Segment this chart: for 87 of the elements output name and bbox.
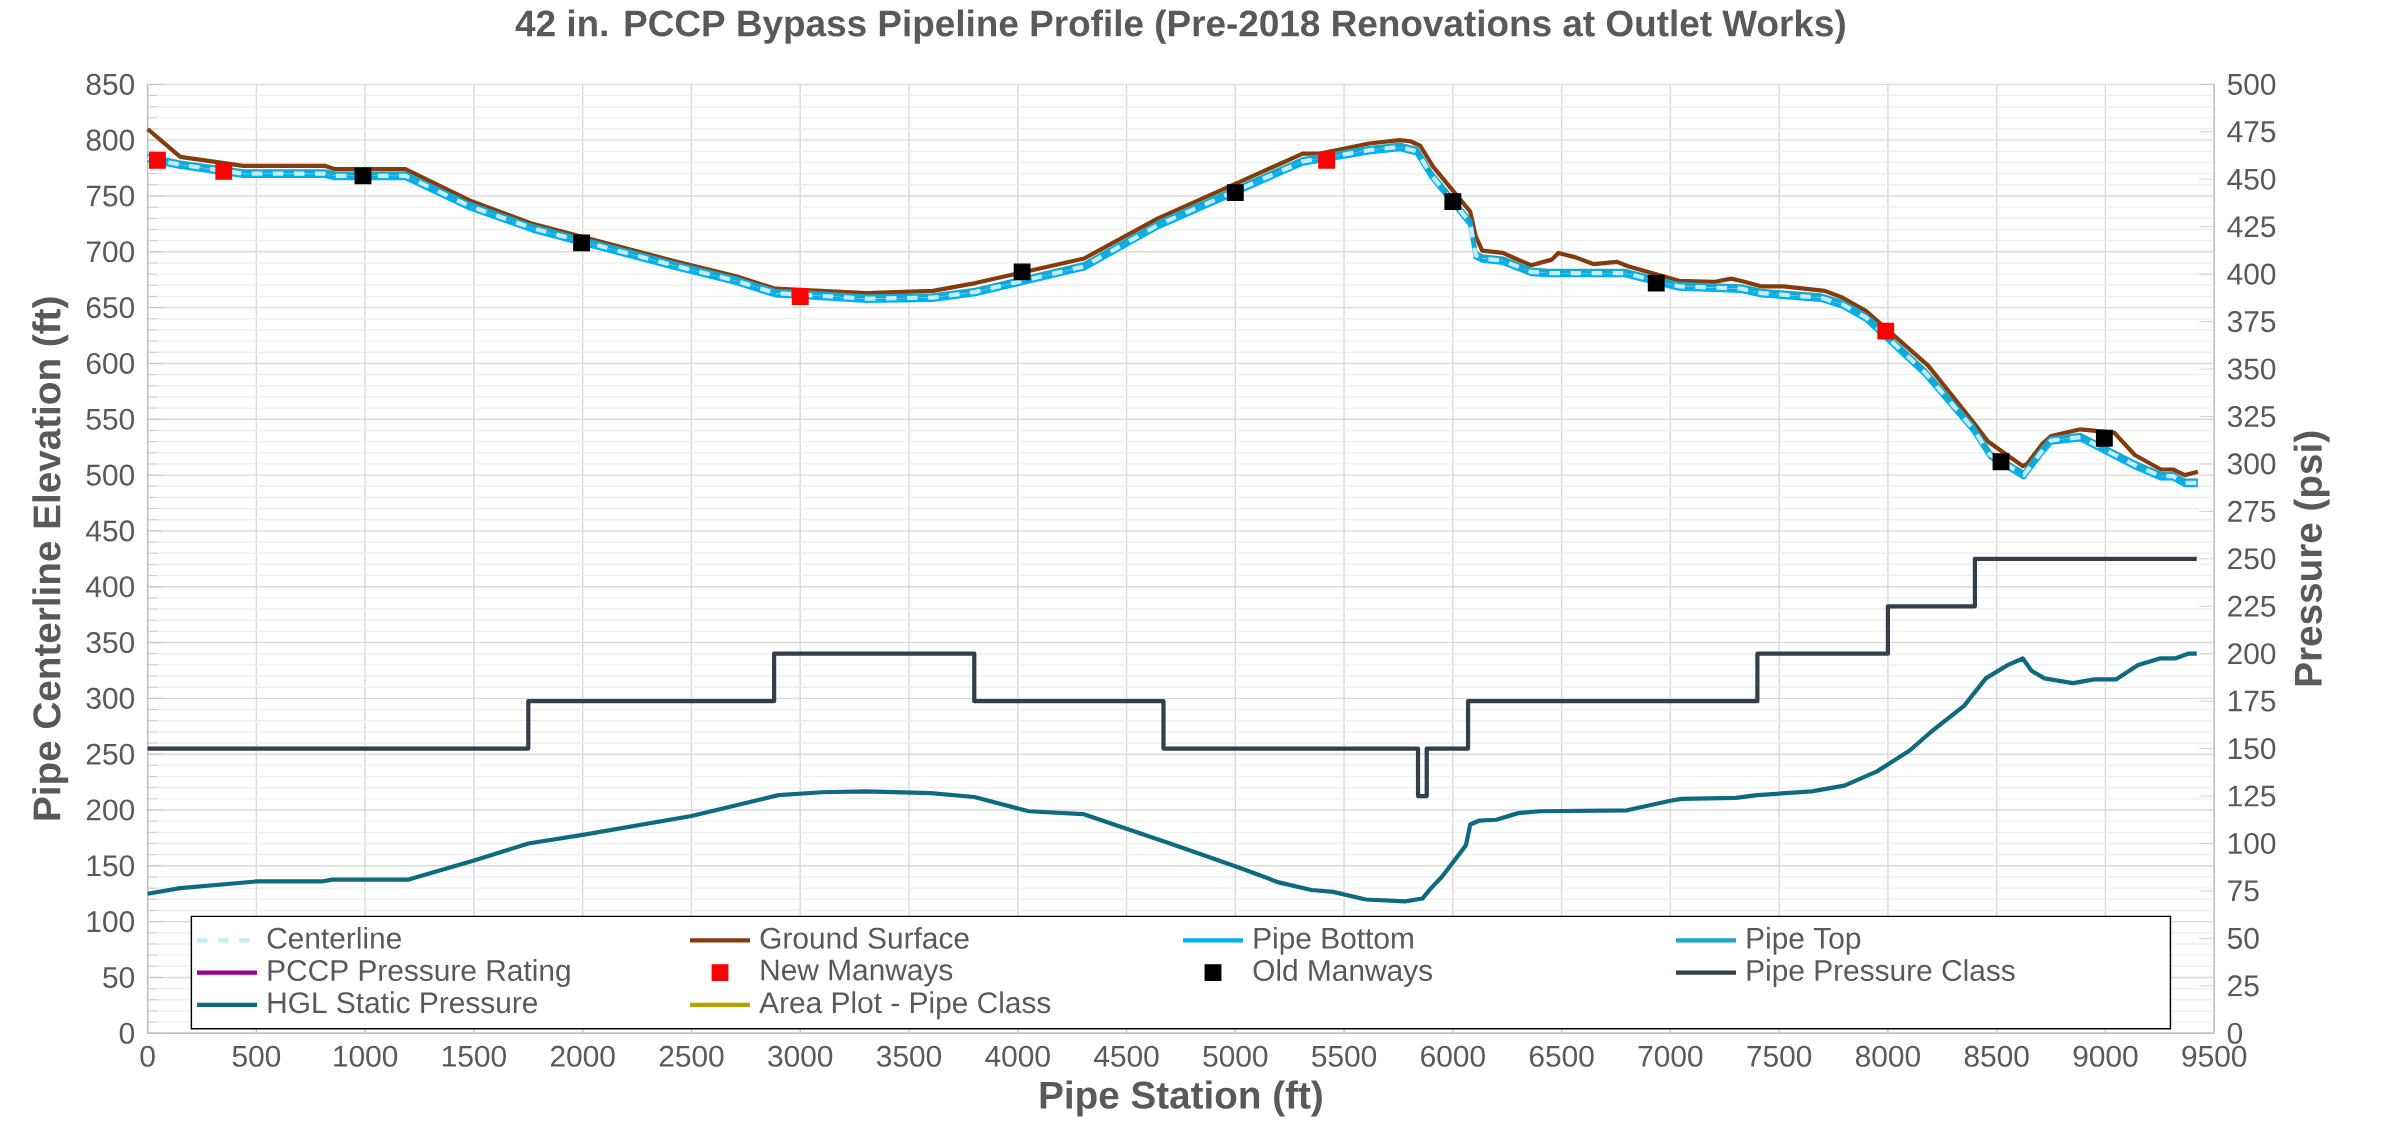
y2-tick-label: 375 bbox=[2227, 311, 2276, 333]
x-tick-label: 2500 bbox=[659, 1045, 724, 1067]
y2-tick-label: 325 bbox=[2227, 406, 2276, 428]
y-tick-label: 450 bbox=[86, 520, 135, 542]
x-tick-label: 9500 bbox=[2182, 1045, 2247, 1067]
legend-label: Pipe Top bbox=[1747, 927, 1861, 955]
y-tick-label: 600 bbox=[86, 353, 135, 375]
legend-label: Ground Surface bbox=[760, 927, 969, 949]
y2-tick-label: 25 bbox=[2228, 975, 2259, 997]
y2-axis-title: Pressure (psi) bbox=[2293, 431, 2330, 686]
x-axis-title: Pipe Station (ft) bbox=[1040, 1080, 1322, 1117]
x-tick-label: 6500 bbox=[1529, 1045, 1594, 1067]
point bbox=[1226, 184, 1244, 202]
y2-tick-label: 425 bbox=[2227, 216, 2276, 238]
y2-tick-label: 200 bbox=[2228, 643, 2276, 665]
y-tick-label: 500 bbox=[86, 464, 135, 486]
y2-tick-label: 500 bbox=[2227, 73, 2276, 96]
point bbox=[354, 167, 372, 185]
legend-label: Pipe Bottom bbox=[1254, 927, 1413, 955]
x-tick-label: 9000 bbox=[2073, 1045, 2138, 1067]
y-tick-label: 150 bbox=[87, 855, 135, 877]
y-tick-label: 100 bbox=[87, 911, 135, 933]
x-tick-label: 5500 bbox=[1312, 1045, 1377, 1067]
y2-tick-label: 150 bbox=[2228, 738, 2276, 760]
point bbox=[1877, 322, 1895, 340]
y2-tick-label: 50 bbox=[2227, 927, 2259, 950]
legend-label: Old Manways bbox=[1253, 959, 1432, 988]
y2-tick-label: 275 bbox=[2228, 500, 2276, 523]
point bbox=[215, 163, 233, 180]
x-tick-label: 8000 bbox=[1856, 1045, 1920, 1067]
point bbox=[791, 288, 809, 306]
x-tick-label: 3500 bbox=[876, 1045, 942, 1067]
legend-label: Pipe Pressure Class bbox=[1747, 959, 2015, 988]
line-series bbox=[145, 651, 2199, 904]
x-tick-label: 0 bbox=[140, 1045, 155, 1067]
y2-tick-label: 0 bbox=[2227, 1022, 2243, 1044]
y2-tick-label: 475 bbox=[2227, 121, 2276, 143]
y-tick-label: 550 bbox=[86, 408, 135, 430]
x-tick-label: 1000 bbox=[334, 1045, 398, 1067]
point bbox=[1444, 193, 1462, 211]
x-tick-label: 1500 bbox=[442, 1045, 506, 1067]
y-tick-label: 400 bbox=[86, 576, 135, 598]
y-tick-label: 250 bbox=[86, 743, 135, 765]
y-tick-label: 700 bbox=[86, 241, 135, 263]
x-tick-label: 6000 bbox=[1421, 1045, 1485, 1067]
y2-tick-label: 125 bbox=[2228, 785, 2276, 807]
y-tick-label: 650 bbox=[86, 297, 135, 319]
point bbox=[1647, 274, 1665, 292]
point bbox=[1013, 263, 1031, 281]
y-tick-label: 200 bbox=[86, 799, 135, 821]
point bbox=[148, 151, 166, 169]
y2-tick-label: 75 bbox=[2228, 880, 2259, 902]
y-tick-label: 850 bbox=[86, 73, 135, 96]
point bbox=[1318, 151, 1336, 169]
x-tick-label: 3000 bbox=[768, 1045, 833, 1067]
y2-tick-label: 450 bbox=[2227, 168, 2276, 190]
y2-tick-label: 175 bbox=[2228, 690, 2276, 712]
x-tick-label: 500 bbox=[232, 1045, 281, 1067]
y-tick-label: 0 bbox=[119, 1022, 135, 1044]
y2-tick-label: 250 bbox=[2228, 548, 2276, 570]
legend-label: PCCP Pressure Rating bbox=[268, 959, 570, 988]
x-tick-label: 5000 bbox=[1203, 1045, 1268, 1067]
x-tick-label: 7500 bbox=[1747, 1045, 1812, 1067]
y-tick-label: 300 bbox=[86, 687, 135, 710]
y-tick-label: 350 bbox=[86, 632, 135, 654]
y-tick-label: 800 bbox=[86, 129, 135, 151]
legend-label: HGL Static Pressure bbox=[268, 991, 538, 1014]
chart-title: 42 in. PCCP Bypass Pipeline Profile (Pre-2018 Renovations at Outlet Works) bbox=[515, 9, 1845, 44]
y2-tick-label: 300 bbox=[2227, 453, 2276, 475]
x-tick-label: 2000 bbox=[550, 1045, 615, 1067]
point bbox=[1992, 453, 2010, 471]
y2-tick-label: 350 bbox=[2227, 358, 2276, 380]
y2-tick-label: 100 bbox=[2228, 833, 2276, 855]
point bbox=[573, 234, 591, 252]
y-tick-label: 750 bbox=[86, 185, 135, 207]
legend-label: Centerline bbox=[267, 927, 401, 949]
y-tick-label: 50 bbox=[103, 967, 135, 989]
y2-tick-label: 400 bbox=[2227, 263, 2276, 285]
x-tick-label: 4500 bbox=[1093, 1045, 1159, 1067]
y-axis-title: Pipe Centerline Elevation (ft) bbox=[32, 297, 69, 820]
point bbox=[2095, 429, 2113, 447]
legend-label: New Manways bbox=[761, 959, 953, 987]
legend-label: Area Plot - Pipe Class bbox=[759, 991, 1051, 1020]
x-tick-label: 7000 bbox=[1638, 1045, 1703, 1067]
y2-tick-label: 225 bbox=[2228, 595, 2276, 617]
x-tick-label: 8500 bbox=[1964, 1045, 2029, 1067]
x-tick-label: 4000 bbox=[985, 1045, 1050, 1067]
